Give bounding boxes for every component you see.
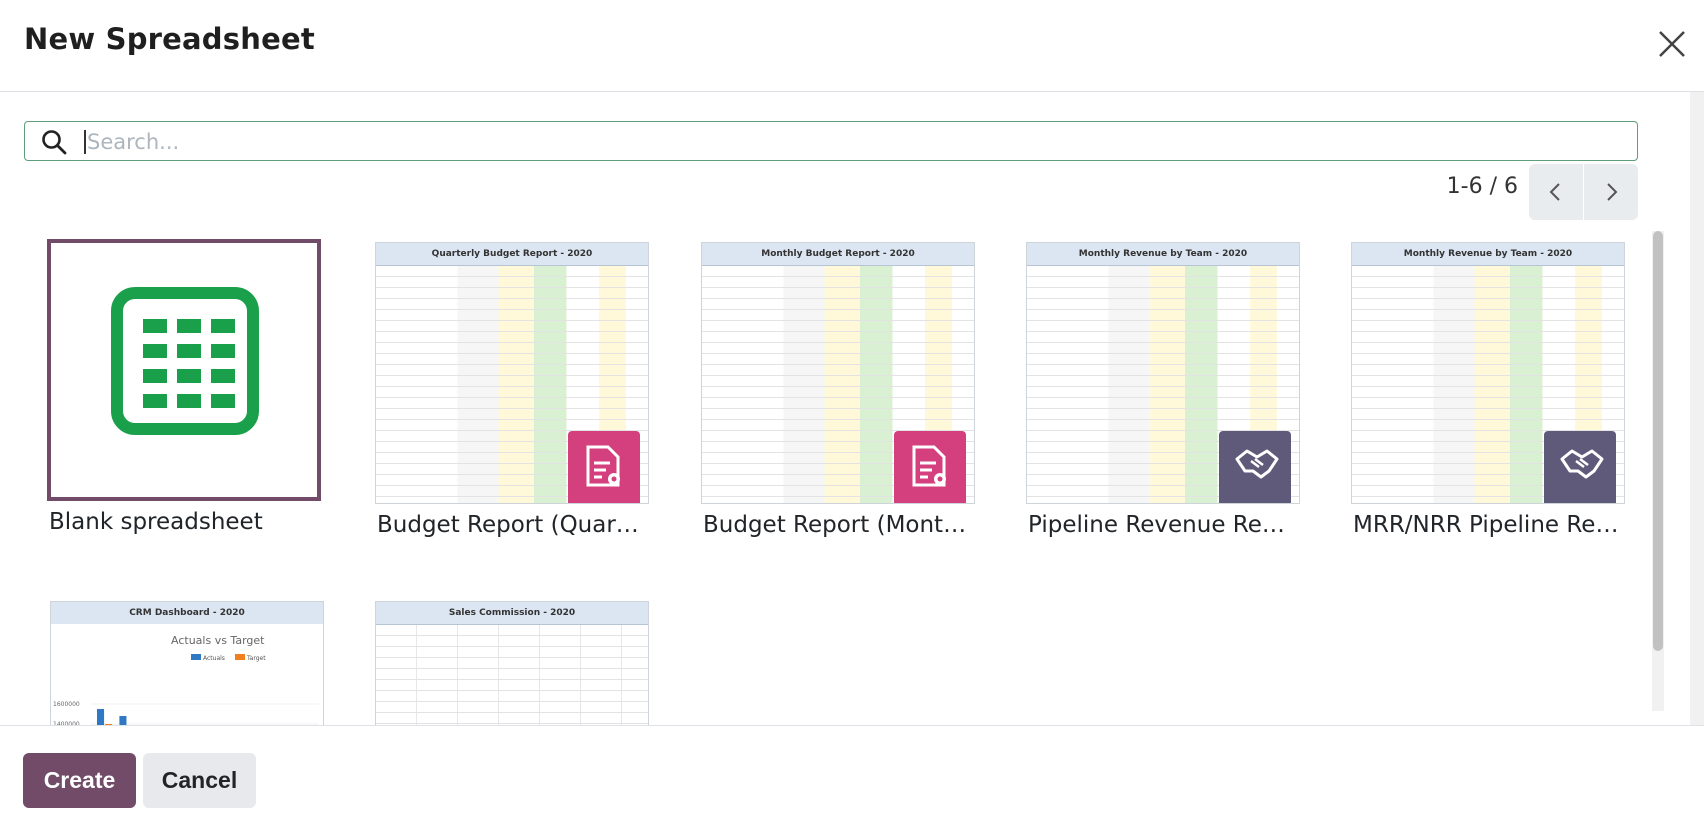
bar-actuals bbox=[119, 716, 127, 725]
crm-badge bbox=[1219, 431, 1291, 503]
pager-previous-button[interactable] bbox=[1529, 164, 1583, 220]
bar-target bbox=[105, 724, 113, 725]
accounting-badge bbox=[568, 431, 640, 503]
thumbnail-title: CRM Dashboard - 2020 bbox=[51, 602, 323, 624]
legend-label: Actuals bbox=[203, 655, 225, 662]
scrollbar-thumb[interactable] bbox=[1653, 231, 1663, 651]
template-label: Pipeline Revenue Report (Monthly) bbox=[1028, 512, 1298, 538]
pager-next-button[interactable] bbox=[1584, 164, 1638, 220]
template-label: MRR/NRR Pipeline Revenue Report bbox=[1353, 512, 1623, 538]
bar-chart: ActualsTarget160000014000001200000100000… bbox=[53, 654, 319, 725]
search-icon bbox=[41, 129, 67, 155]
pager-value: 1-6 / 6 bbox=[1446, 174, 1518, 199]
template-thumbnail[interactable]: Sales Commission - 2020 bbox=[375, 601, 649, 725]
thumbnail-title: Monthly Revenue by Team - 2020 bbox=[1352, 243, 1624, 266]
chart-subtitle: Actuals vs Target bbox=[171, 634, 265, 647]
accounting-badge bbox=[894, 431, 966, 503]
template-label: Budget Report (Monthly) bbox=[703, 512, 973, 538]
search-bar[interactable] bbox=[24, 121, 1638, 161]
dialog-body: 1-6 / 6 Blank spreadsheet Quarterly Budg… bbox=[0, 92, 1704, 725]
dialog-header: New Spreadsheet bbox=[0, 0, 1704, 92]
document-gear-icon bbox=[586, 445, 620, 487]
chevron-left-icon bbox=[1549, 183, 1560, 201]
dialog-title: New Spreadsheet bbox=[24, 22, 315, 56]
legend-swatch bbox=[191, 654, 201, 660]
thumbnail-title: Quarterly Budget Report - 2020 bbox=[376, 243, 648, 266]
handshake-icon bbox=[1235, 449, 1279, 479]
search-input[interactable] bbox=[85, 124, 1609, 160]
document-gear-icon bbox=[912, 445, 946, 487]
dialog-footer: Create Cancel bbox=[0, 725, 1704, 834]
handshake-icon bbox=[1560, 449, 1604, 479]
template-thumbnail[interactable]: Monthly Revenue by Team - 2020 bbox=[1026, 242, 1300, 504]
template-thumbnail[interactable] bbox=[47, 239, 321, 501]
template-label: Blank spreadsheet bbox=[49, 509, 263, 535]
template-thumbnail[interactable]: Monthly Revenue by Team - 2020 bbox=[1351, 242, 1625, 504]
cancel-button[interactable]: Cancel bbox=[143, 753, 256, 808]
legend-swatch bbox=[235, 654, 245, 660]
create-button[interactable]: Create bbox=[23, 753, 136, 808]
y-tick-label: 1600000 bbox=[53, 701, 80, 708]
template-thumbnail[interactable]: CRM Dashboard - 2020 Actuals vs Target A… bbox=[50, 601, 324, 725]
grid-scrollbar[interactable] bbox=[1650, 217, 1666, 725]
thumbnail-title: Monthly Budget Report - 2020 bbox=[702, 243, 974, 266]
thumbnail-title: Sales Commission - 2020 bbox=[376, 602, 648, 625]
template-label: Budget Report (Quarterly) bbox=[377, 512, 647, 538]
close-icon[interactable] bbox=[1652, 24, 1692, 64]
template-thumbnail[interactable]: Monthly Budget Report - 2020 bbox=[701, 242, 975, 504]
thumbnail-title: Monthly Revenue by Team - 2020 bbox=[1027, 243, 1299, 266]
crm-badge bbox=[1544, 431, 1616, 503]
template-thumbnail[interactable]: Quarterly Budget Report - 2020 bbox=[375, 242, 649, 504]
y-tick-label: 1400000 bbox=[53, 721, 80, 725]
dialog-scrollbar[interactable] bbox=[1690, 92, 1704, 725]
thumbnail-sheet bbox=[376, 625, 648, 725]
chevron-right-icon bbox=[1607, 183, 1618, 201]
bar-actuals bbox=[97, 709, 105, 725]
legend-label: Target bbox=[246, 655, 266, 662]
spreadsheet-icon bbox=[111, 287, 259, 435]
